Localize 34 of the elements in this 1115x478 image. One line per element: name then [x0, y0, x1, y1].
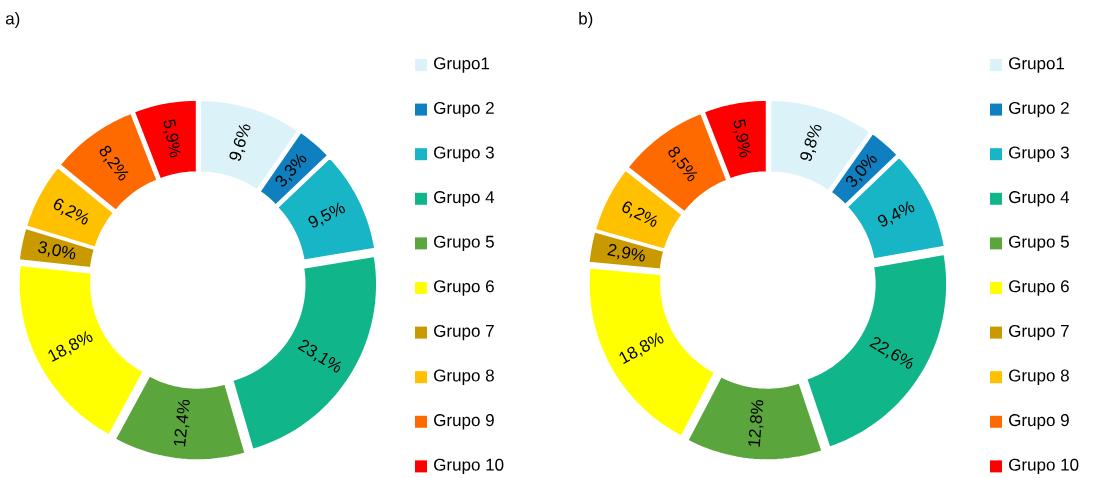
legend-label: Grupo 9: [1009, 414, 1069, 430]
legend-label: Grupo 3: [434, 146, 494, 162]
data-label: 5,9%: [163, 119, 182, 158]
legend-label: Grupo 4: [1009, 191, 1070, 207]
legend-label: Grupo 8: [1009, 369, 1069, 385]
data-label: 12,4%: [173, 399, 190, 447]
data-label: 12,8%: [748, 400, 764, 447]
legend-label: Grupo 4: [434, 191, 495, 207]
data-label: 6,2%: [622, 201, 658, 227]
legend-label: Grupo 5: [434, 235, 494, 252]
legend-label: Grupo1: [434, 57, 490, 73]
legend-label: Grupo 6: [1009, 280, 1069, 296]
data-label: 9,4%: [877, 201, 915, 227]
data-label: 9,8%: [800, 124, 822, 162]
legend-label: Grupo 10: [434, 458, 504, 475]
legend-label: Grupo 2: [434, 101, 494, 118]
chart-title: b): [579, 12, 593, 28]
data-label: 6,2%: [53, 198, 89, 225]
data-label: 5,9%: [732, 119, 752, 158]
legend-label: Grupo 8: [434, 369, 494, 385]
data-label: 9,5%: [308, 202, 345, 228]
legend-label: Grupo 6: [434, 280, 494, 296]
legend-label: Grupo 10: [1009, 458, 1079, 475]
legend-label: Grupo 3: [1009, 146, 1069, 162]
legend-label: Grupo 7: [434, 324, 494, 341]
legend-label: Grupo 9: [434, 414, 494, 430]
chart-title: a): [5, 12, 20, 28]
legend-label: Grupo 5: [1009, 235, 1069, 252]
data-label: 3,0%: [38, 241, 76, 260]
data-label: 2,9%: [607, 243, 645, 262]
legend-label: Grupo 7: [1009, 324, 1069, 341]
legend-label: Grupo 2: [1009, 101, 1069, 118]
data-label: 9,6%: [229, 124, 251, 161]
legend-label: Grupo1: [1009, 57, 1065, 73]
